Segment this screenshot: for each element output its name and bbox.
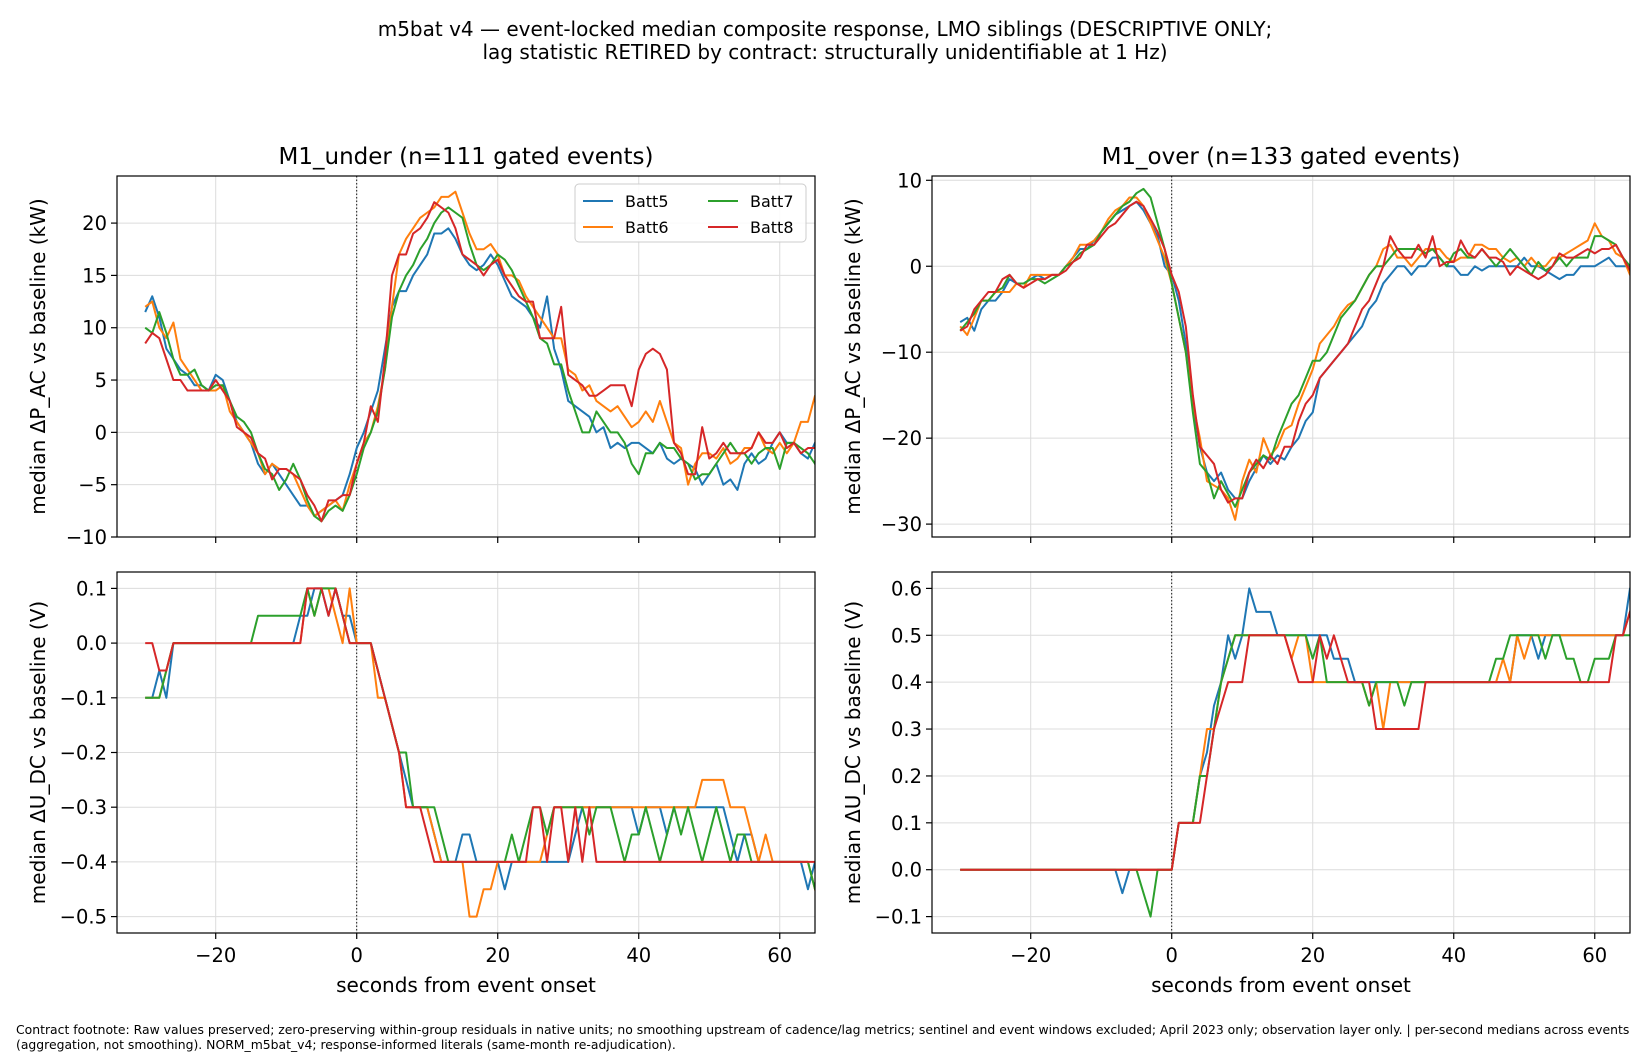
series-line-batt6 xyxy=(959,196,1630,521)
axes-frame xyxy=(116,175,816,538)
y-axis-label: median ΔU_DC vs baseline (V) xyxy=(26,601,50,904)
legend-label-batt7: Batt7 xyxy=(750,192,794,211)
series-line-batt8 xyxy=(144,201,815,523)
y-tick-label: −0.1 xyxy=(875,906,922,929)
legend-label-batt8: Batt8 xyxy=(750,218,794,237)
figure-title-line-1: m5bat v4 — event-locked median composite… xyxy=(377,17,1273,41)
y-axis-label: median ΔU_DC vs baseline (V) xyxy=(841,601,865,904)
x-tick-label: 60 xyxy=(767,944,792,967)
x-tick-label: −20 xyxy=(1010,944,1051,967)
series-line-batt8 xyxy=(959,200,1630,504)
legend-label-batt6: Batt6 xyxy=(625,218,669,237)
y-tick-label: −0.4 xyxy=(60,851,107,874)
axes-frame xyxy=(931,175,1631,538)
y-tick-label: 5 xyxy=(95,369,107,392)
series-line-batt8 xyxy=(960,608,1630,871)
series-line-batt8 xyxy=(145,587,815,866)
series-line-batt6 xyxy=(960,610,1630,871)
x-tick-label: 0 xyxy=(351,944,363,967)
series-line-batt5 xyxy=(960,587,1630,895)
series-line-batt5 xyxy=(959,200,1630,500)
x-tick-label: −20 xyxy=(195,944,236,967)
y-tick-label: 0 xyxy=(910,255,922,278)
series-line-batt7 xyxy=(144,206,815,523)
x-tick-label: 60 xyxy=(1582,944,1607,967)
legend-box xyxy=(574,183,807,243)
y-axis-label: median ΔP_AC vs baseline (kW) xyxy=(841,198,865,514)
x-tick-label: 20 xyxy=(485,944,510,967)
y-tick-label: 0.0 xyxy=(891,859,922,882)
figure-title-line-2: lag statistic RETIRED by contract: struc… xyxy=(482,40,1168,64)
x-tick-label: 40 xyxy=(1441,944,1466,967)
x-tick-label: 40 xyxy=(626,944,651,967)
y-tick-label: 10 xyxy=(897,169,922,192)
panel-title: M1_over (n=133 gated events) xyxy=(1102,144,1461,170)
y-tick-label: −5 xyxy=(78,474,107,497)
panel-title: M1_under (n=111 gated events) xyxy=(279,144,654,170)
y-tick-label: 0.1 xyxy=(76,577,107,600)
y-tick-label: −0.3 xyxy=(60,796,107,819)
footnote-line-2: (aggregation, not smoothing). NORM_m5bat… xyxy=(16,1037,676,1052)
axes-frame xyxy=(931,571,1631,934)
chart-panel-under_p: −10 −5 0 5 10 15 20 M1_under (n=111 gated event… xyxy=(26,144,816,549)
series-line-batt5 xyxy=(144,227,815,518)
y-tick-label: 0.4 xyxy=(891,671,922,694)
y-tick-label: 10 xyxy=(82,317,107,340)
chart-panel-under_u: −20 0 20 40 60 −0.5 −0.4 −0.3 −0.2 −0.1 0.0 0.1 seco… xyxy=(26,571,816,997)
y-tick-label: 15 xyxy=(82,264,107,287)
x-tick-label: 20 xyxy=(1300,944,1325,967)
x-tick-label: 0 xyxy=(1166,944,1178,967)
y-tick-label: 0.1 xyxy=(891,812,922,835)
series-line-batt7 xyxy=(959,187,1630,508)
y-tick-label: −20 xyxy=(881,427,922,450)
y-tick-label: −0.1 xyxy=(60,687,107,710)
x-axis-label: seconds from event onset xyxy=(336,973,596,997)
y-tick-label: 0.5 xyxy=(891,624,922,647)
y-tick-label: 0 xyxy=(95,421,107,444)
y-tick-label: −30 xyxy=(881,513,922,536)
legend-label-batt5: Batt5 xyxy=(625,192,669,211)
footnote-line-1: Contract footnote: Raw values preserved;… xyxy=(16,1022,1630,1037)
x-axis-label: seconds from event onset xyxy=(1151,973,1411,997)
y-tick-label: 20 xyxy=(82,212,107,235)
contract-footnote: Contract footnote: Raw values preserved;… xyxy=(16,1022,1646,1052)
y-tick-label: −10 xyxy=(881,341,922,364)
y-tick-label: 0.3 xyxy=(891,718,922,741)
chart-panel-over_p: −30 −20 −10 0 10 M1_over (n=133 gated events)… xyxy=(841,144,1631,543)
y-tick-label: −0.2 xyxy=(60,742,107,765)
chart-panel-over_u: −20 0 20 40 60 −0.1 0.0 0.1 0.2 0.3 0.4 0.5 0.6 secon… xyxy=(841,571,1631,997)
legend: Batt5 Batt6 Batt7 Batt8 xyxy=(574,183,807,243)
y-tick-label: −0.5 xyxy=(60,906,107,929)
y-tick-label: 0.0 xyxy=(76,632,107,655)
y-tick-label: −10 xyxy=(66,526,107,549)
y-axis-label: median ΔP_AC vs baseline (kW) xyxy=(26,198,50,514)
y-tick-label: 0.2 xyxy=(891,765,922,788)
y-tick-label: 0.6 xyxy=(891,577,922,600)
